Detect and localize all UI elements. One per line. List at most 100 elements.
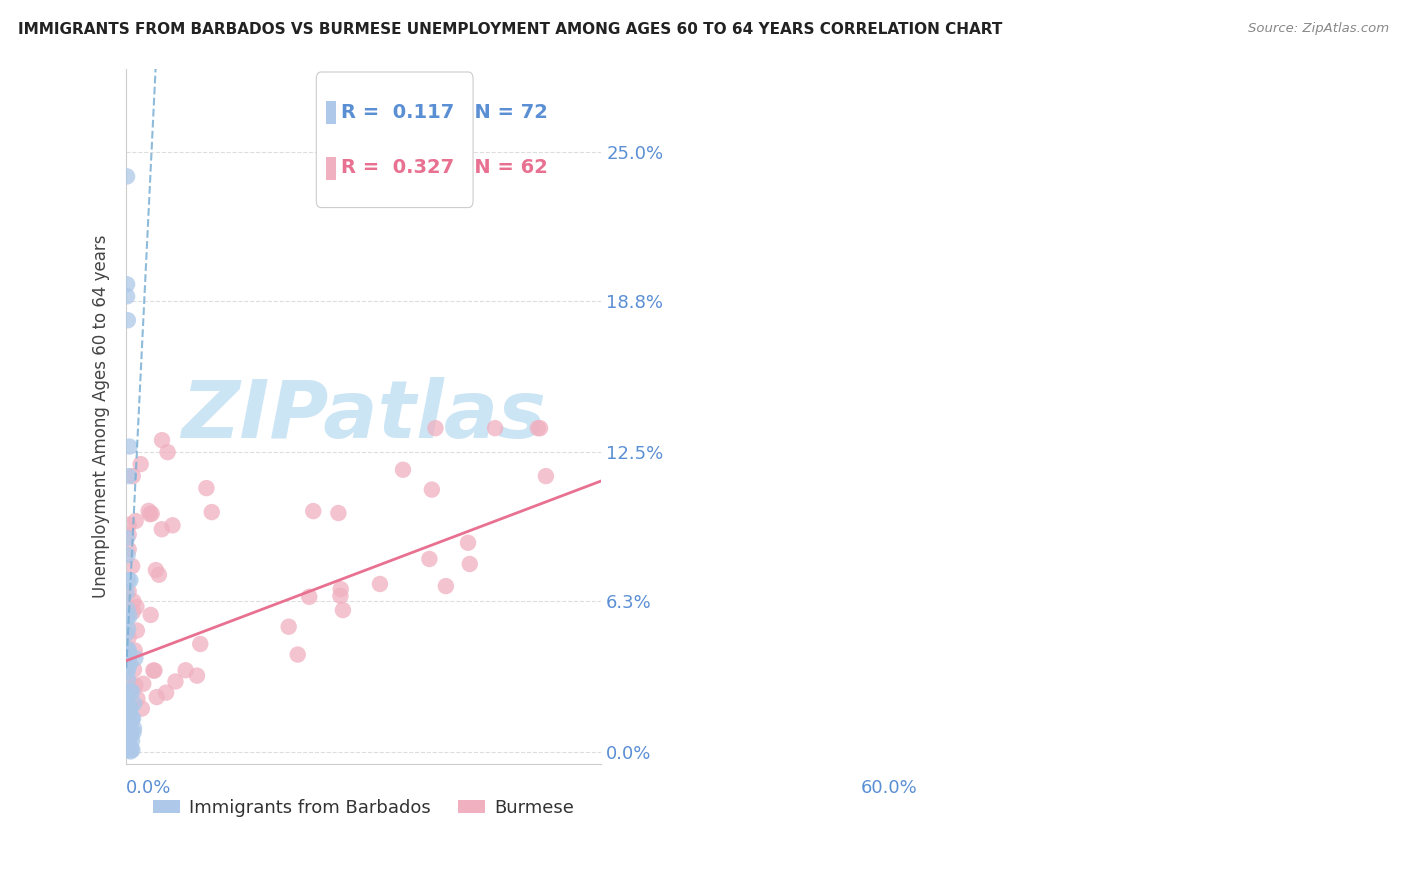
Point xyxy=(195,481,218,495)
Point xyxy=(118,713,141,727)
Point xyxy=(120,712,142,726)
Point xyxy=(115,585,138,599)
Point xyxy=(142,664,165,678)
Point xyxy=(287,648,309,662)
Point xyxy=(117,729,139,743)
Point xyxy=(115,531,138,545)
Point xyxy=(115,689,138,703)
Point xyxy=(117,665,139,679)
Point xyxy=(117,642,139,657)
Point xyxy=(534,469,557,483)
Point xyxy=(122,663,145,677)
Point xyxy=(418,552,440,566)
Point xyxy=(129,457,152,471)
Point xyxy=(118,675,141,690)
Point xyxy=(138,504,160,518)
Point xyxy=(118,724,141,739)
Point xyxy=(120,703,142,717)
Point xyxy=(124,643,146,657)
Point xyxy=(122,605,145,619)
Point xyxy=(329,582,352,597)
FancyBboxPatch shape xyxy=(326,101,336,124)
Point xyxy=(120,573,142,587)
Point xyxy=(328,506,350,520)
Point xyxy=(118,584,141,599)
Point xyxy=(115,737,138,751)
Point xyxy=(118,698,141,713)
Point xyxy=(120,725,142,739)
Point xyxy=(124,651,146,665)
Point xyxy=(118,631,141,645)
Point xyxy=(117,723,139,737)
Point xyxy=(186,668,208,682)
Point xyxy=(298,590,321,604)
Point xyxy=(117,730,139,744)
Point xyxy=(329,589,352,603)
Point xyxy=(122,697,145,711)
Point xyxy=(527,421,550,435)
Point xyxy=(127,691,149,706)
Point xyxy=(188,637,211,651)
Point xyxy=(121,711,143,725)
Point xyxy=(115,724,138,739)
Point xyxy=(118,720,141,734)
Point xyxy=(332,603,354,617)
Text: 60.0%: 60.0% xyxy=(862,779,918,797)
Point xyxy=(117,738,139,752)
Point xyxy=(117,622,139,636)
Point xyxy=(118,657,141,671)
Point xyxy=(118,704,141,718)
Point xyxy=(122,725,145,739)
Point xyxy=(392,463,415,477)
Point xyxy=(118,734,141,748)
Point xyxy=(117,672,139,686)
Point xyxy=(115,626,138,640)
Point xyxy=(121,743,143,757)
Point xyxy=(117,548,139,562)
Point xyxy=(118,647,141,661)
Point xyxy=(302,504,325,518)
Point xyxy=(125,624,148,638)
Point xyxy=(122,711,145,725)
Point xyxy=(117,742,139,756)
Point xyxy=(121,684,143,698)
Point xyxy=(139,607,162,622)
Point xyxy=(115,277,138,292)
Point xyxy=(120,725,142,739)
Text: IMMIGRANTS FROM BARBADOS VS BURMESE UNEMPLOYMENT AMONG AGES 60 TO 64 YEARS CORRE: IMMIGRANTS FROM BARBADOS VS BURMESE UNEM… xyxy=(18,22,1002,37)
Point xyxy=(118,469,141,483)
Point xyxy=(117,611,139,625)
Point xyxy=(117,743,139,757)
Y-axis label: Unemployment Among Ages 60 to 64 years: Unemployment Among Ages 60 to 64 years xyxy=(93,235,110,598)
Point xyxy=(145,563,167,577)
Point xyxy=(117,717,139,731)
Point xyxy=(117,573,139,587)
Point xyxy=(118,651,141,665)
Point xyxy=(139,507,162,521)
Point xyxy=(529,421,551,435)
Point xyxy=(124,514,146,528)
FancyBboxPatch shape xyxy=(316,72,472,208)
Point xyxy=(120,727,142,741)
Point xyxy=(115,702,138,716)
Point xyxy=(118,706,141,720)
Point xyxy=(150,522,173,536)
FancyBboxPatch shape xyxy=(326,157,336,180)
Point xyxy=(458,557,481,571)
Point xyxy=(118,722,141,736)
Text: ZIPatlas: ZIPatlas xyxy=(181,377,547,455)
Text: R =  0.117   N = 72: R = 0.117 N = 72 xyxy=(340,103,547,122)
Point xyxy=(143,664,166,678)
Legend: Immigrants from Barbados, Burmese: Immigrants from Barbados, Burmese xyxy=(146,792,582,824)
Point xyxy=(150,433,173,447)
Point xyxy=(117,660,139,674)
Point xyxy=(121,733,143,747)
Point xyxy=(115,646,138,660)
Point xyxy=(120,744,142,758)
Point xyxy=(165,674,187,689)
Point xyxy=(115,289,138,303)
Point xyxy=(457,535,479,549)
Point xyxy=(117,313,139,327)
Point xyxy=(117,723,139,738)
Point xyxy=(122,594,145,608)
